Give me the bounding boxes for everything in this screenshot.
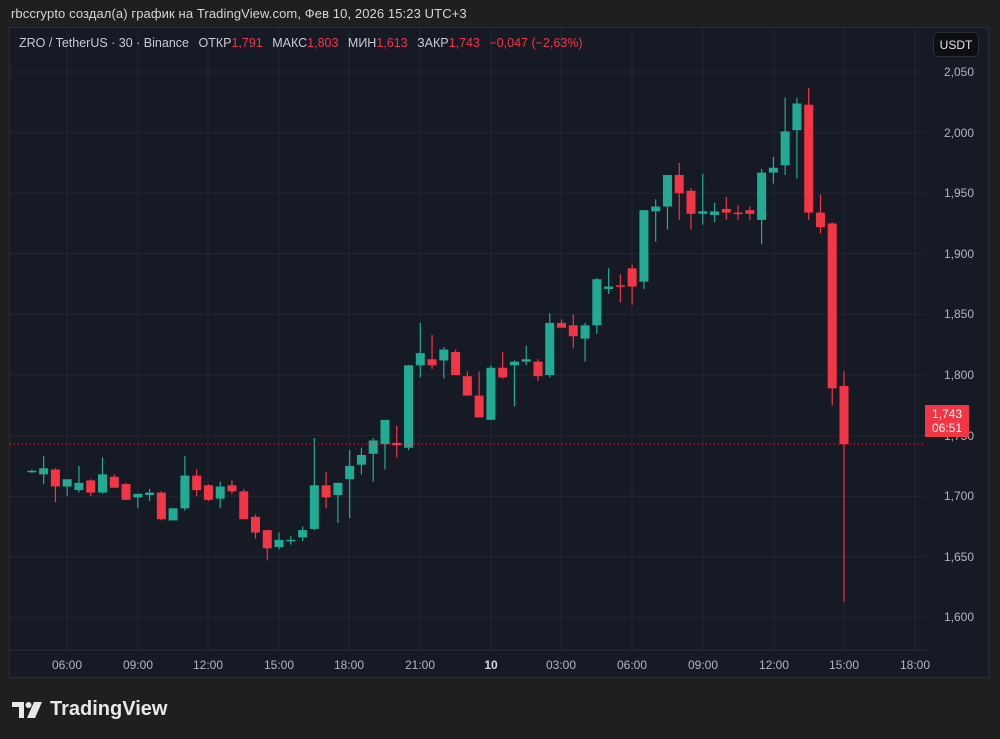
currency-button[interactable]: USDT bbox=[933, 32, 979, 57]
time-axis-label: 03:00 bbox=[545, 658, 577, 672]
price-axis-label: 1,800 bbox=[943, 368, 974, 382]
tradingview-logo[interactable]: TradingView bbox=[12, 698, 167, 721]
high-label: МАКС bbox=[272, 36, 308, 50]
low-value: 1,613 bbox=[376, 36, 408, 50]
price-axis-label: 1,700 bbox=[943, 489, 974, 504]
time-axis-label: 06:00 bbox=[616, 658, 648, 672]
price-axis-label: 2,000 bbox=[943, 125, 974, 140]
time-axis-label: 06:00 bbox=[51, 658, 83, 672]
brand-name: TradingView bbox=[50, 698, 168, 720]
time-axis-label: 12:00 bbox=[192, 658, 224, 672]
time-axis-label: 18:00 bbox=[899, 658, 931, 672]
time-axis-label: 21:00 bbox=[404, 658, 436, 672]
bar-countdown: 06:51 bbox=[931, 421, 963, 435]
open-value: 1,791 bbox=[231, 36, 263, 50]
close-value: 1,743 bbox=[448, 36, 480, 50]
time-axis-label: 09:00 bbox=[687, 658, 719, 672]
chart-caption: rbccrypto создал(а) график на TradingVie… bbox=[11, 6, 467, 21]
close-label: ЗАКР bbox=[417, 36, 449, 50]
time-axis-label: 10 bbox=[484, 658, 498, 672]
candlestick-chart[interactable] bbox=[10, 28, 989, 678]
time-axis-label: 15:00 bbox=[828, 658, 860, 672]
last-price-tag: 1,743 06:51 bbox=[925, 405, 969, 437]
change-value: −0,047 (−2,63%) bbox=[489, 36, 583, 50]
tradingview-logo-icon bbox=[12, 701, 42, 718]
price-axis-label: 2,050 bbox=[943, 65, 974, 79]
symbol-name[interactable]: ZRO / TetherUS · 30 · Binance bbox=[19, 36, 189, 50]
last-price: 1,743 bbox=[931, 407, 963, 421]
time-axis-label: 18:00 bbox=[333, 658, 365, 672]
price-axis-label: 1,850 bbox=[943, 307, 974, 322]
price-axis-label: 1,650 bbox=[943, 549, 974, 564]
chart-panel[interactable]: ZRO / TetherUS · 30 · Binance ОТКР1,791 … bbox=[9, 27, 989, 678]
price-axis-label: 1,600 bbox=[943, 610, 974, 625]
time-axis-label: 15:00 bbox=[263, 658, 295, 672]
price-axis-label: 1,900 bbox=[943, 246, 974, 261]
low-label: МИН bbox=[347, 36, 377, 50]
time-axis-label: 12:00 bbox=[758, 658, 790, 672]
high-value: 1,803 bbox=[307, 36, 339, 50]
symbol-legend: ZRO / TetherUS · 30 · Binance ОТКР1,791 … bbox=[19, 36, 583, 50]
open-label: ОТКР bbox=[198, 36, 232, 50]
time-axis-label: 09:00 bbox=[122, 658, 154, 672]
price-axis-label: 1,950 bbox=[943, 186, 974, 201]
